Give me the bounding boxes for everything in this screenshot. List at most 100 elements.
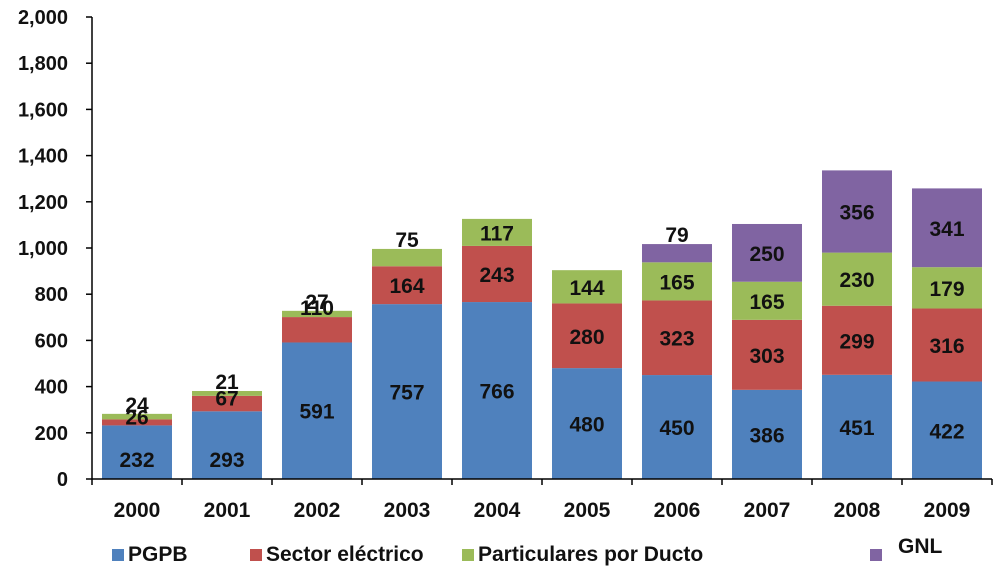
- data-label: 480: [569, 414, 604, 437]
- data-label: 757: [389, 382, 424, 405]
- data-label: 79: [665, 224, 688, 247]
- y-axis: 0 200 400 600 800 1,000 1,200 1,400 1,600 1,800 2,…: [18, 7, 93, 491]
- bar-segment: [372, 266, 442, 305]
- x-tick-label: 2008: [834, 499, 881, 522]
- bar-segment: [192, 395, 262, 412]
- bar-segment: [372, 304, 442, 479]
- bar-segment: [102, 425, 172, 479]
- y-tick-label: 1,400: [18, 146, 68, 168]
- data-label: 110: [300, 297, 334, 320]
- data-label: 26: [125, 406, 148, 429]
- y-tick-label: 1,000: [18, 238, 68, 260]
- data-label: 21: [215, 371, 239, 394]
- bar-segment: [912, 381, 982, 479]
- legend-label: GNL: [898, 535, 943, 558]
- legend-swatch: [462, 549, 474, 561]
- x-axis: 2000 2001 2002 2003 2004 2005 2006 2007 2008 2009: [91, 478, 993, 522]
- y-tick-label: 200: [35, 423, 68, 445]
- bar-segment: [912, 188, 982, 268]
- data-label: 356: [839, 202, 874, 225]
- y-tick-label: 2,000: [18, 7, 68, 29]
- bar-segment: [642, 262, 712, 301]
- bar-segment: [822, 374, 892, 479]
- bar-segment: [282, 317, 352, 343]
- data-label: 303: [749, 345, 784, 368]
- legend-swatch: [250, 549, 262, 561]
- bar-segment: [822, 252, 892, 306]
- x-tick-label: 2003: [384, 499, 431, 522]
- bar-segment: [732, 281, 802, 320]
- x-tick-label: 2002: [294, 499, 341, 522]
- x-tick-label: 2000: [114, 499, 161, 522]
- bar-segment: [732, 389, 802, 479]
- y-tick-label: 1,600: [18, 99, 68, 121]
- x-tick-label: 2006: [654, 499, 701, 522]
- data-label: 323: [659, 328, 694, 351]
- x-tick-label: 2004: [474, 499, 521, 522]
- data-label: 179: [929, 278, 964, 301]
- bar-segment: [912, 267, 982, 309]
- bar-segment: [642, 300, 712, 376]
- x-tick-label: 2007: [744, 499, 791, 522]
- y-tick-label: 1,800: [18, 53, 68, 75]
- data-label: 27: [305, 291, 328, 314]
- y-tick-label: 400: [35, 377, 68, 399]
- bar-segment: [372, 248, 442, 267]
- data-label: 341: [929, 218, 964, 241]
- bars: [102, 170, 982, 479]
- bar-segment: [642, 244, 712, 263]
- data-label: 243: [479, 264, 514, 287]
- bar-segment: [282, 310, 352, 318]
- data-label: 164: [389, 275, 424, 298]
- bar-segment: [462, 302, 532, 479]
- bar-segment: [642, 375, 712, 479]
- x-tick-label: 2005: [564, 499, 611, 522]
- data-label: 117: [480, 222, 514, 245]
- bar-segment: [552, 270, 622, 304]
- legend-swatch: [112, 549, 124, 561]
- bar-segment: [462, 218, 532, 246]
- data-label: 165: [659, 271, 694, 294]
- legend-swatch: [870, 549, 882, 561]
- data-label: 422: [929, 420, 964, 443]
- data-label: 250: [749, 243, 784, 266]
- y-tick-label: 600: [35, 330, 68, 352]
- legend-label: PGPB: [128, 543, 188, 566]
- data-label: 75: [395, 229, 419, 252]
- data-label: 230: [839, 269, 874, 292]
- data-label: 67: [215, 388, 238, 411]
- bar-segment: [552, 303, 622, 369]
- bar-segment: [192, 411, 262, 479]
- bar-segment: [552, 368, 622, 479]
- data-label: 24: [125, 394, 149, 417]
- data-label: 232: [119, 449, 154, 472]
- legend: PGPB Sector eléctrico Particulares por Duc…: [112, 535, 943, 566]
- bar-segment: [732, 319, 802, 390]
- y-tick-label: 800: [35, 284, 68, 306]
- data-label: 766: [479, 381, 514, 404]
- data-label: 144: [569, 277, 604, 300]
- data-label: 386: [749, 424, 784, 447]
- bar-segment: [282, 342, 352, 479]
- bar-segment: [102, 413, 172, 420]
- data-label: 591: [299, 401, 334, 424]
- bar-segment: [822, 305, 892, 375]
- data-label: 450: [659, 417, 694, 440]
- data-label: 451: [839, 417, 874, 440]
- data-label: 299: [839, 330, 874, 353]
- bar-segment: [732, 223, 802, 282]
- bar-segment: [192, 390, 262, 396]
- data-label: 280: [569, 326, 604, 349]
- bar-segment: [912, 308, 982, 382]
- legend-label: Sector eléctrico: [266, 543, 424, 566]
- data-label: 293: [209, 449, 244, 472]
- legend-label: Particulares por Ducto: [478, 543, 703, 566]
- bar-segment: [822, 170, 892, 253]
- y-tick-label: 0: [57, 469, 68, 491]
- bar-segment: [462, 245, 532, 303]
- data-label: 165: [749, 291, 784, 314]
- x-tick-label: 2001: [204, 499, 251, 522]
